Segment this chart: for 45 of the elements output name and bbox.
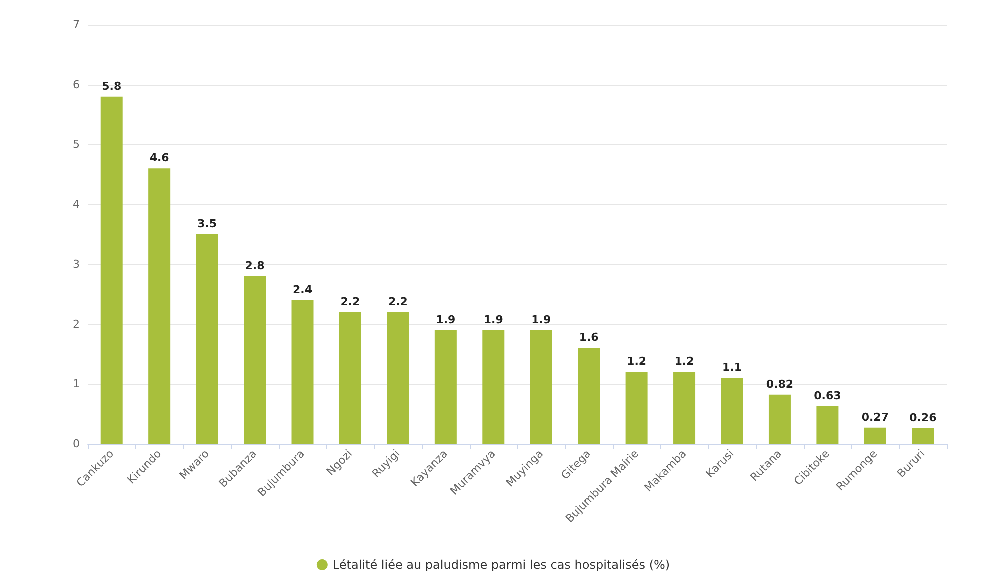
bar (100, 96, 123, 444)
bar (768, 394, 791, 444)
data-label: 2.2 (388, 295, 408, 308)
data-label: 1.9 (436, 313, 456, 326)
legend-label: Létalité liée au paludisme parmi les cas hospitalisés (%) (332, 558, 670, 572)
data-label: 0.63 (814, 389, 842, 402)
bar (578, 348, 600, 444)
data-label: 0.82 (766, 378, 794, 391)
data-label: 0.27 (862, 410, 889, 424)
data-label: 3.5 (198, 218, 218, 230)
y-tick-label: 5 (73, 138, 80, 152)
data-label: 2.2 (340, 295, 360, 308)
data-label: 1.9 (484, 313, 504, 326)
bar (387, 312, 410, 444)
bar (674, 372, 696, 444)
bar (482, 330, 505, 444)
bar (864, 428, 886, 444)
bar (339, 312, 362, 444)
y-tick-label: 2 (73, 318, 80, 331)
y-tick-label: 4 (73, 198, 80, 212)
y-tick-label: 7 (73, 18, 80, 32)
bar (148, 168, 171, 444)
data-label: 1.2 (674, 355, 694, 368)
bar (721, 378, 744, 444)
data-label: 1.6 (579, 331, 600, 344)
data-label: 2.4 (293, 283, 313, 296)
bar (434, 330, 457, 444)
data-label: 5.8 (102, 80, 122, 93)
bar (244, 276, 266, 444)
data-label: 0.26 (910, 411, 938, 424)
y-tick-label: 6 (73, 78, 80, 92)
bar (530, 330, 552, 444)
y-tick-label: 0 (73, 438, 80, 450)
data-label: 2.8 (245, 259, 265, 272)
data-label: 4.6 (150, 152, 170, 165)
data-label: 1.9 (532, 313, 552, 326)
y-tick-label: 3 (73, 258, 80, 271)
data-label: 1.2 (627, 355, 647, 368)
data-label: 1.1 (722, 361, 742, 374)
bar (292, 300, 314, 444)
bar (196, 234, 218, 444)
y-tick-label: 1 (73, 378, 80, 391)
bar (816, 406, 839, 444)
bar (626, 372, 648, 444)
bar (912, 428, 934, 444)
